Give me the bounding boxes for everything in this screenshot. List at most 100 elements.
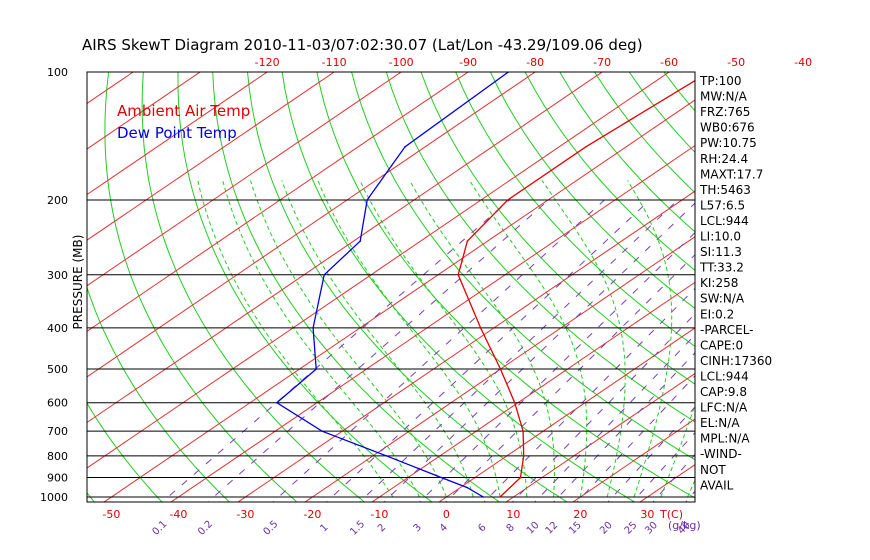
data-point [366, 199, 369, 201]
isotherm [170, 144, 695, 502]
mixing-ratio-label: 1 [318, 522, 330, 534]
data-point [457, 274, 460, 276]
index-entry: WB0:676 [700, 121, 755, 135]
mixing-ratio-line [383, 202, 695, 502]
plot-frame [86, 71, 696, 503]
mixing-ratio-line [325, 199, 651, 502]
dry-adiabat [87, 402, 163, 502]
data-point [404, 146, 406, 148]
moist-adiabat [197, 180, 394, 498]
mixing-ratio-label: 0.5 [261, 519, 280, 538]
mixing-ratio-label: 0.1 [150, 519, 169, 538]
index-entry: KI:258 [700, 276, 738, 290]
index-entry: L57:6.5 [700, 198, 745, 212]
ambient-temp-line [457, 79, 695, 498]
index-entry: SW:N/A [700, 292, 745, 306]
isotherm [0, 63, 80, 507]
mixing-ratio-label: 6 [476, 522, 488, 534]
moist-adiabat [541, 180, 626, 498]
bottom-temp-tick-label: -20 [303, 508, 321, 521]
isotherm [87, 72, 537, 378]
mixing-ratio-label: 12 [544, 520, 561, 537]
mixing-ratio-unit: (g/kg) [668, 519, 701, 532]
data-point [323, 274, 326, 276]
pressure-tick-label: 200 [47, 194, 68, 207]
index-entry: MAXT:17.7 [700, 167, 763, 181]
mixing-ratio-label: 20 [598, 520, 615, 537]
bottom-temp-tick-label: -50 [102, 508, 120, 521]
mixing-ratio-line [576, 375, 695, 502]
bottom-temp-tick-label: -10 [370, 508, 388, 521]
top-temp-tick-label: -90 [459, 56, 477, 69]
isotherm [572, 418, 695, 502]
mixing-ratio-line [607, 406, 695, 502]
isotherm [768, 63, 870, 507]
pressure-tick-label: 500 [47, 363, 68, 376]
data-point [321, 430, 323, 433]
index-entry: NOT [700, 463, 726, 477]
isotherm [87, 72, 269, 196]
mixing-ratio-line [207, 199, 550, 502]
moist-adiabat [409, 180, 555, 498]
mixing-ratio-line [358, 199, 679, 502]
data-point [440, 476, 443, 479]
index-entry: TT:33.2 [699, 261, 744, 275]
mixing-ratio-label: 10 [525, 520, 542, 537]
pressure-tick-label: 400 [47, 322, 68, 335]
index-entry: FRZ:765 [700, 105, 750, 119]
bottom-temp-tick-label: 20 [573, 508, 587, 521]
index-entry: TP:100 [699, 74, 742, 88]
dry-adiabat [489, 72, 695, 310]
isotherm [237, 190, 695, 502]
data-point [466, 486, 468, 489]
isotherm [371, 281, 695, 502]
index-entry: MPL:N/A [700, 432, 750, 446]
dry-adiabat [524, 72, 695, 272]
data-point [385, 455, 388, 457]
mixing-ratio-label: 25 [623, 520, 640, 537]
dry-adiabat [803, 72, 870, 506]
isotherm [87, 72, 336, 241]
moist-adiabat [222, 180, 421, 498]
index-entry: EI:0.2 [700, 307, 734, 321]
isotherm [438, 327, 695, 502]
pressure-tick-label: 900 [47, 472, 68, 485]
isotherm [505, 372, 695, 502]
index-entry: CINH:17360 [700, 354, 772, 368]
index-entry: -WIND- [700, 447, 742, 461]
bottom-temp-tick-label: -40 [169, 508, 187, 521]
mixing-ratio-label: 0.2 [196, 519, 215, 538]
dry-adiabat [385, 72, 695, 423]
top-temp-tick-label: -110 [322, 56, 347, 69]
data-point [499, 496, 501, 498]
moist-adiabat [660, 403, 695, 498]
data-point [499, 368, 502, 370]
dry-adiabat [212, 72, 501, 502]
index-entry: LCL:944 [700, 369, 749, 383]
index-entry: MW:N/A [700, 90, 748, 104]
pressure-tick-label: 1000 [40, 491, 68, 504]
index-entry: EL:N/A [700, 416, 740, 430]
dry-adiabat [87, 286, 231, 502]
index-entry: CAP:9.8 [700, 385, 747, 399]
y-axis-label: PRESSURE (MB) [71, 235, 85, 330]
index-entry: PW:10.75 [700, 136, 757, 150]
mixing-ratio-label: 2 [376, 522, 388, 534]
index-entry: LCL:944 [700, 214, 749, 228]
mixing-ratio-line [631, 431, 695, 502]
mixing-ratio-line [272, 199, 605, 502]
mixing-ratio-line [534, 334, 695, 502]
index-entry: TH:5463 [699, 183, 751, 197]
mixing-ratio-line [418, 231, 695, 502]
dry-adiabat [420, 72, 695, 385]
index-entry: AVAIL [700, 478, 734, 492]
data-point [276, 401, 278, 404]
data-point [513, 401, 516, 404]
mixing-ratio-line [511, 313, 695, 502]
legend-entry: Ambient Air Temp [117, 102, 250, 120]
top-temp-tick-label: -50 [727, 56, 745, 69]
top-temp-tick-label: -70 [593, 56, 611, 69]
dry-adiabat [177, 72, 433, 502]
dry-adiabat [768, 72, 870, 506]
